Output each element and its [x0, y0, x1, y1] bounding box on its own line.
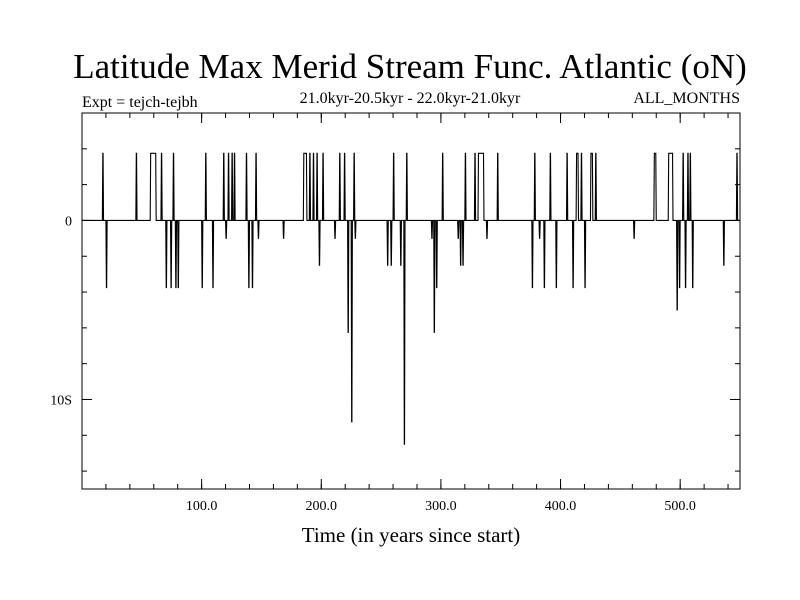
x-tick-label: 500.0 — [664, 499, 696, 514]
subtitle-experiment: Expt = tejch-tejbh — [82, 94, 198, 111]
subtitle-period: 21.0kyr-20.5kyr - 22.0kyr-21.0kyr — [300, 90, 521, 107]
x-tick-label: 100.0 — [186, 499, 218, 514]
chart-title: Latitude Max Merid Stream Func. Atlantic… — [73, 47, 747, 86]
x-tick-label: 300.0 — [425, 499, 457, 514]
x-tick-label: 200.0 — [306, 499, 338, 514]
subtitle-months: ALL_MONTHS — [633, 90, 740, 107]
y-tick-label: 10S — [50, 393, 72, 408]
series-line — [82, 152, 740, 445]
x-axis-label: Time (in years since start) — [302, 523, 521, 547]
axis-ticks — [82, 112, 740, 489]
plot-frame — [81, 112, 741, 490]
y-tick-label: 0 — [65, 214, 72, 229]
series-layer — [82, 152, 740, 445]
x-tick-label: 400.0 — [545, 499, 577, 514]
axis-labels: 100.0 200.0 300.0 400.0 500.0 0 10S — [50, 214, 696, 514]
